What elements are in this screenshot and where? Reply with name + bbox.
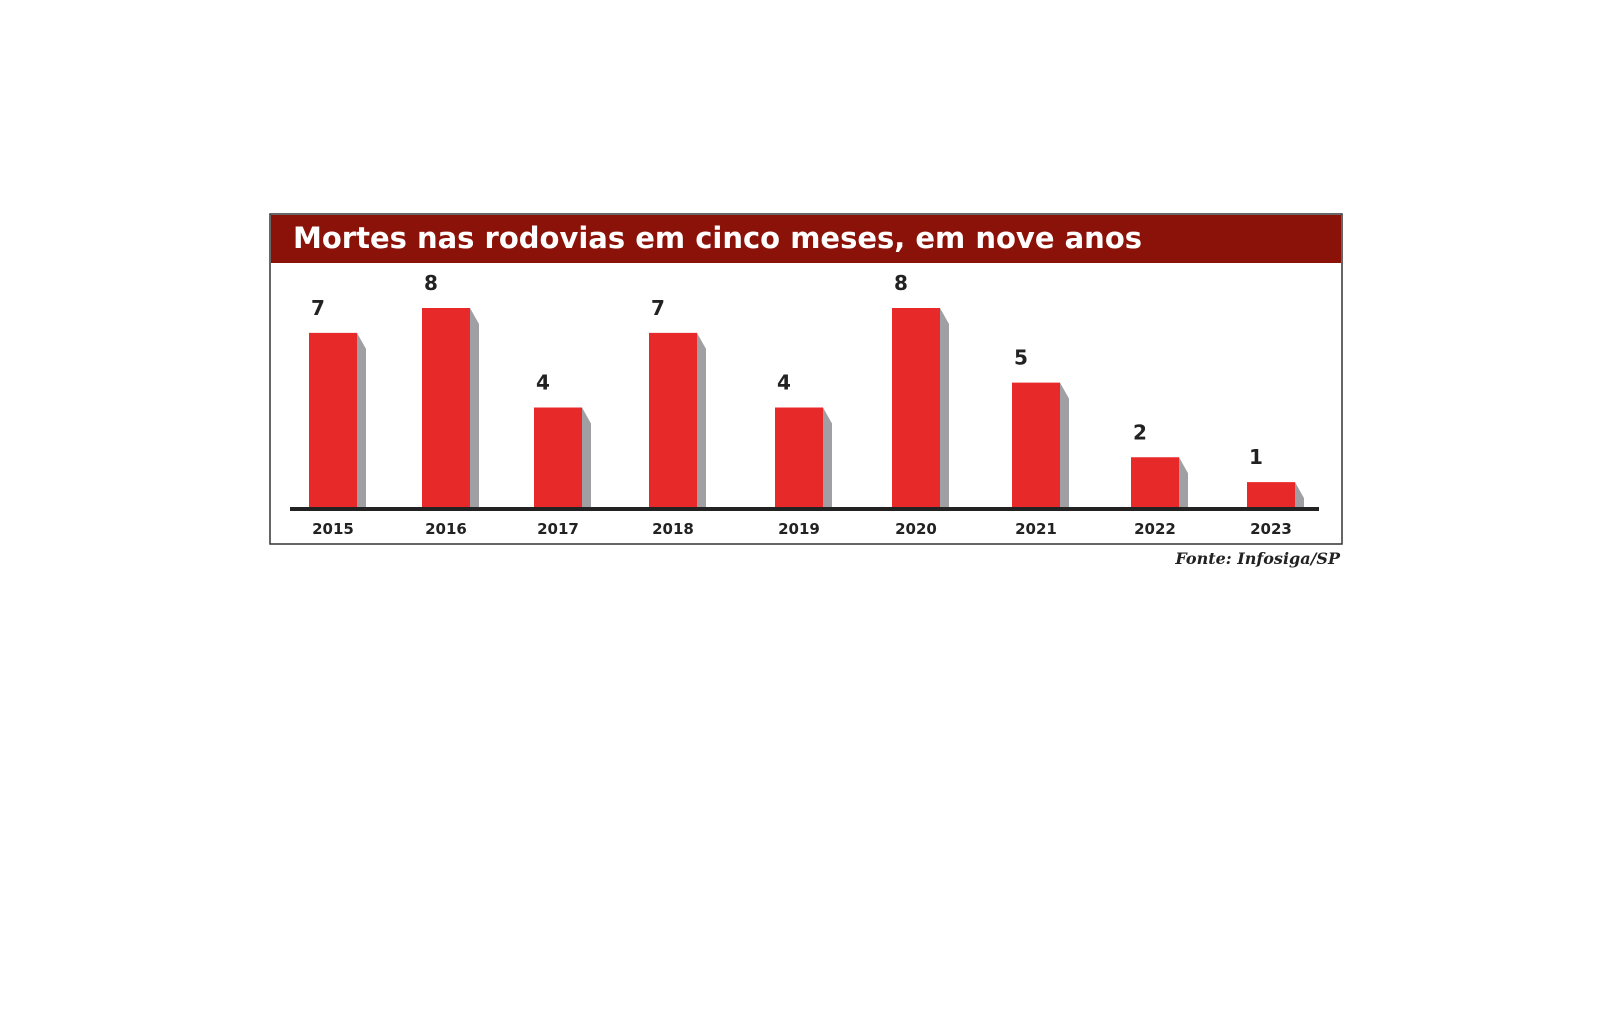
value-label: 5 xyxy=(1014,346,1028,370)
bar xyxy=(892,308,940,507)
bar xyxy=(422,308,470,507)
bar xyxy=(309,332,357,507)
x-tick-label: 2021 xyxy=(1015,520,1057,538)
x-tick-label: 2016 xyxy=(425,520,467,538)
bar-shadow xyxy=(1179,457,1188,507)
value-label: 7 xyxy=(311,296,325,320)
bar xyxy=(775,407,823,507)
x-tick-label: 2017 xyxy=(537,520,579,538)
bar xyxy=(1247,482,1295,507)
bar-shadow xyxy=(1295,482,1304,507)
x-tick-label: 2022 xyxy=(1134,520,1176,538)
x-tick-label: 2020 xyxy=(895,520,937,538)
bar xyxy=(534,407,582,507)
value-label: 7 xyxy=(651,296,665,320)
value-label: 8 xyxy=(894,271,908,295)
bar-shadow xyxy=(940,308,949,507)
bar xyxy=(649,332,697,507)
value-label: 2 xyxy=(1133,420,1147,444)
chart-title: Mortes nas rodovias em cinco meses, em n… xyxy=(293,221,1142,255)
x-tick-label: 2015 xyxy=(312,520,354,538)
value-label: 4 xyxy=(536,371,550,395)
value-label: 4 xyxy=(777,371,791,395)
bar-shadow xyxy=(823,407,832,507)
x-tick-label: 2018 xyxy=(652,520,694,538)
bar xyxy=(1012,382,1060,507)
bar-shadow xyxy=(697,332,706,507)
title-bar xyxy=(271,215,1341,263)
x-tick-label: 2019 xyxy=(778,520,820,538)
bar-shadow xyxy=(1060,382,1069,507)
bar-shadow xyxy=(582,407,591,507)
bar-shadow xyxy=(357,332,366,507)
bar-shadow xyxy=(470,308,479,507)
value-label: 8 xyxy=(424,271,438,295)
source: Fonte: Infosiga/SP xyxy=(1174,549,1341,568)
value-label: 1 xyxy=(1249,445,1263,469)
bar xyxy=(1131,457,1179,507)
x-tick-label: 2023 xyxy=(1250,520,1292,538)
